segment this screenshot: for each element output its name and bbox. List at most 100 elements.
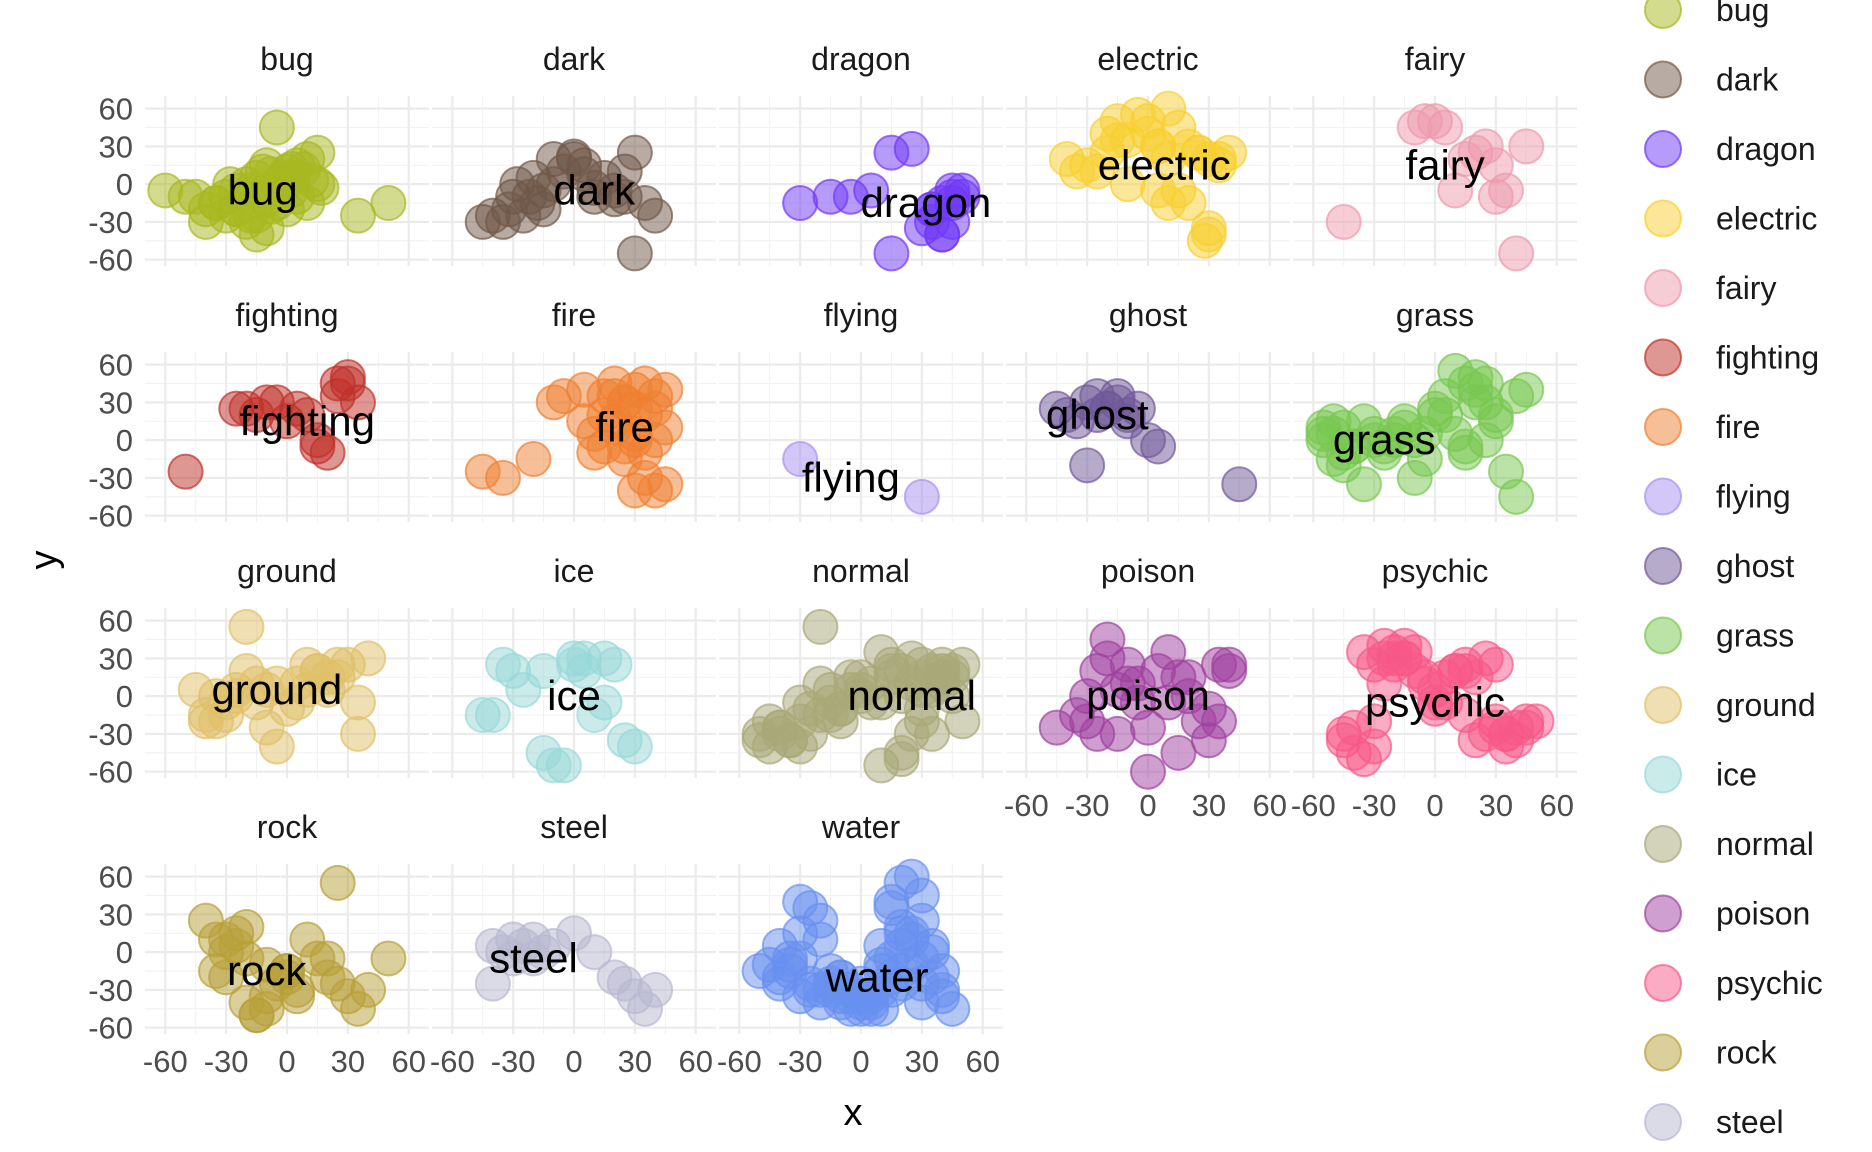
data-point bbox=[903, 877, 940, 914]
data-point bbox=[1477, 646, 1514, 683]
x-tick-label: 30 bbox=[1192, 788, 1226, 823]
facet-title: bug bbox=[260, 41, 313, 77]
y-tick-label: 60 bbox=[99, 604, 133, 639]
data-point bbox=[1140, 428, 1177, 465]
data-point bbox=[177, 178, 214, 215]
data-point bbox=[258, 728, 295, 765]
facet-centroid-label: dragon bbox=[861, 179, 992, 226]
y-tick-label: 30 bbox=[99, 897, 133, 932]
data-point bbox=[1447, 428, 1484, 465]
data-point bbox=[340, 715, 376, 752]
data-point bbox=[238, 665, 275, 702]
data-point bbox=[893, 130, 930, 167]
y-tick-label: -60 bbox=[88, 1011, 133, 1046]
data-point bbox=[319, 864, 356, 901]
data-point bbox=[273, 151, 310, 188]
legend-key bbox=[1644, 0, 1682, 29]
data-point bbox=[545, 747, 582, 784]
y-tick-label: -30 bbox=[88, 717, 133, 752]
y-tick-label: 0 bbox=[116, 167, 133, 202]
legend-label: flying bbox=[1716, 479, 1791, 515]
facet-centroid-label: ground bbox=[211, 666, 342, 713]
data-point bbox=[228, 390, 265, 427]
legend-key bbox=[1644, 60, 1682, 99]
data-point bbox=[474, 697, 511, 734]
data-point bbox=[525, 191, 562, 228]
x-tick-label: 60 bbox=[1252, 788, 1286, 823]
facet-centroid-label: poison bbox=[1086, 672, 1210, 719]
data-point bbox=[1376, 422, 1413, 459]
x-tick-label: -60 bbox=[1291, 788, 1336, 823]
data-point bbox=[319, 965, 356, 1002]
data-point bbox=[319, 646, 356, 683]
data-point bbox=[1498, 235, 1535, 272]
x-tick-label: -60 bbox=[430, 1044, 475, 1079]
data-point bbox=[1477, 147, 1514, 184]
x-tick-label: 60 bbox=[965, 1044, 999, 1079]
data-point bbox=[485, 459, 521, 496]
legend-key bbox=[1644, 825, 1682, 863]
facet-centroid-label: psychic bbox=[1365, 678, 1505, 725]
data-point bbox=[1325, 722, 1362, 759]
data-point bbox=[340, 684, 376, 721]
legend-label: psychic bbox=[1716, 965, 1823, 1001]
y-tick-label: 60 bbox=[99, 92, 133, 127]
legend-item-poison: poison bbox=[1644, 894, 1810, 933]
x-tick-label: -30 bbox=[204, 1044, 249, 1079]
data-point bbox=[606, 965, 643, 1002]
data-point bbox=[1140, 128, 1177, 165]
legend-item-steel: steel bbox=[1644, 1103, 1784, 1141]
x-tick-label: 30 bbox=[331, 1044, 365, 1079]
x-tick-label: 0 bbox=[1426, 788, 1443, 823]
legend-key bbox=[1644, 755, 1682, 794]
data-point bbox=[647, 466, 684, 503]
legend-label: grass bbox=[1716, 618, 1794, 654]
data-point bbox=[1508, 128, 1545, 165]
x-axis-title: x bbox=[844, 1092, 863, 1134]
facet-panel-psychic: psychic psychic -60 -30 0 30 60 bbox=[1291, 553, 1577, 823]
x-tick-label: 60 bbox=[391, 1044, 425, 1079]
data-point bbox=[616, 134, 653, 171]
data-point bbox=[238, 216, 275, 253]
facet-panel-steel: steel steel -60 -30 0 30 60 bbox=[430, 809, 716, 1079]
legend-label: normal bbox=[1716, 826, 1814, 862]
x-tick-label: 30 bbox=[1479, 788, 1513, 823]
x-tick-label: -30 bbox=[778, 1044, 823, 1079]
legend-label: steel bbox=[1716, 1104, 1784, 1140]
data-point bbox=[873, 235, 910, 272]
legend-item-psychic: psychic bbox=[1644, 964, 1823, 1002]
x-tick-label: 60 bbox=[678, 1044, 712, 1079]
x-tick-label: 0 bbox=[565, 1044, 582, 1079]
legend-key bbox=[1644, 964, 1682, 1002]
data-point bbox=[1498, 478, 1535, 515]
facet-centroid-label: fighting bbox=[240, 397, 375, 444]
legend-item-rock: rock bbox=[1644, 1033, 1777, 1072]
data-point bbox=[535, 384, 572, 421]
legend-key bbox=[1644, 199, 1682, 238]
x-tick-label: -60 bbox=[717, 1044, 762, 1079]
legend-item-dark: dark bbox=[1644, 60, 1779, 99]
facet-centroid-label: flying bbox=[802, 454, 900, 501]
facet-centroid-label: rock bbox=[227, 947, 307, 994]
data-point bbox=[792, 971, 829, 1008]
data-point bbox=[1396, 459, 1433, 496]
data-point bbox=[1211, 646, 1248, 683]
legend-item-bug: bug bbox=[1644, 0, 1769, 29]
data-point bbox=[248, 978, 285, 1015]
data-point bbox=[1346, 466, 1382, 503]
legend-label: ground bbox=[1716, 687, 1816, 723]
facet-title: flying bbox=[824, 297, 899, 333]
facet-title: fighting bbox=[235, 297, 338, 333]
legend-key bbox=[1644, 1033, 1682, 1072]
y-tick-label: -30 bbox=[88, 461, 133, 496]
y-tick-label: 0 bbox=[116, 679, 133, 714]
data-point bbox=[1059, 153, 1095, 190]
facet-centroid-label: fire bbox=[596, 404, 654, 451]
data-point bbox=[637, 197, 674, 234]
legend-item-electric: electric bbox=[1644, 199, 1817, 238]
data-point bbox=[370, 940, 407, 977]
data-point bbox=[1447, 697, 1484, 734]
